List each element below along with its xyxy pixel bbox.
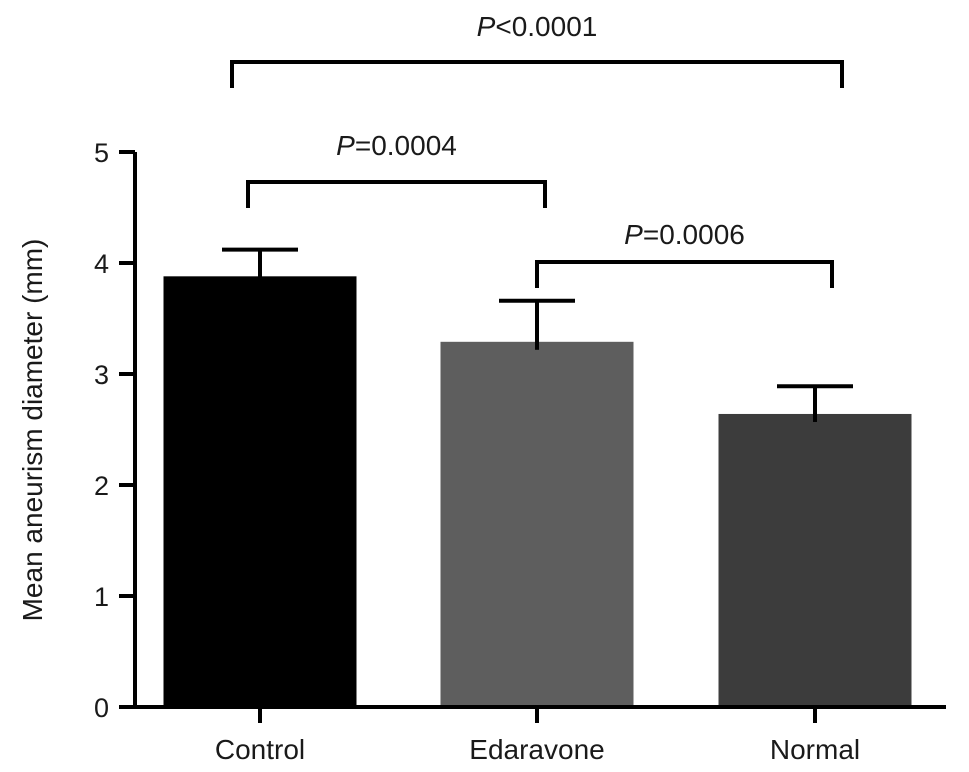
y-axis-title: Mean aneurism diameter (mm) bbox=[17, 239, 48, 622]
y-tick-label: 1 bbox=[94, 582, 109, 612]
y-tick-label: 4 bbox=[94, 249, 109, 279]
bar-normal bbox=[718, 413, 912, 707]
x-tick-label-control: Control bbox=[215, 734, 305, 765]
bars-group bbox=[163, 276, 912, 707]
y-axis: 0 1 2 3 4 5 bbox=[94, 138, 137, 723]
significance-brackets: P<0.0001 P=0.0004 P=0.0006 bbox=[230, 11, 844, 288]
x-tick-label-normal: Normal bbox=[770, 734, 860, 765]
bar-edaravone bbox=[440, 341, 634, 707]
significance-bracket: P=0.0006 bbox=[535, 219, 834, 288]
p-value-label: P<0.0001 bbox=[477, 11, 598, 42]
x-tick-label-edaravone: Edaravone bbox=[469, 734, 604, 765]
y-tick-label: 5 bbox=[94, 138, 109, 168]
error-bar-normal bbox=[777, 384, 853, 422]
p-value-label: P=0.0006 bbox=[624, 219, 745, 250]
p-value-label: P=0.0004 bbox=[336, 130, 457, 161]
bracket-line bbox=[535, 260, 834, 288]
error-bar-control bbox=[222, 247, 298, 285]
error-bar-edaravone bbox=[499, 298, 575, 350]
bracket-line bbox=[230, 60, 844, 88]
bar-control bbox=[163, 276, 357, 707]
bracket-line bbox=[246, 180, 547, 208]
y-tick-label: 3 bbox=[94, 360, 109, 390]
x-axis: Control Edaravone Normal bbox=[133, 705, 946, 765]
y-tick-label: 2 bbox=[94, 471, 109, 501]
significance-bracket: P=0.0004 bbox=[246, 130, 547, 208]
y-tick-label: 0 bbox=[94, 693, 109, 723]
error-bars-group bbox=[222, 247, 853, 422]
significance-bracket: P<0.0001 bbox=[230, 11, 844, 88]
